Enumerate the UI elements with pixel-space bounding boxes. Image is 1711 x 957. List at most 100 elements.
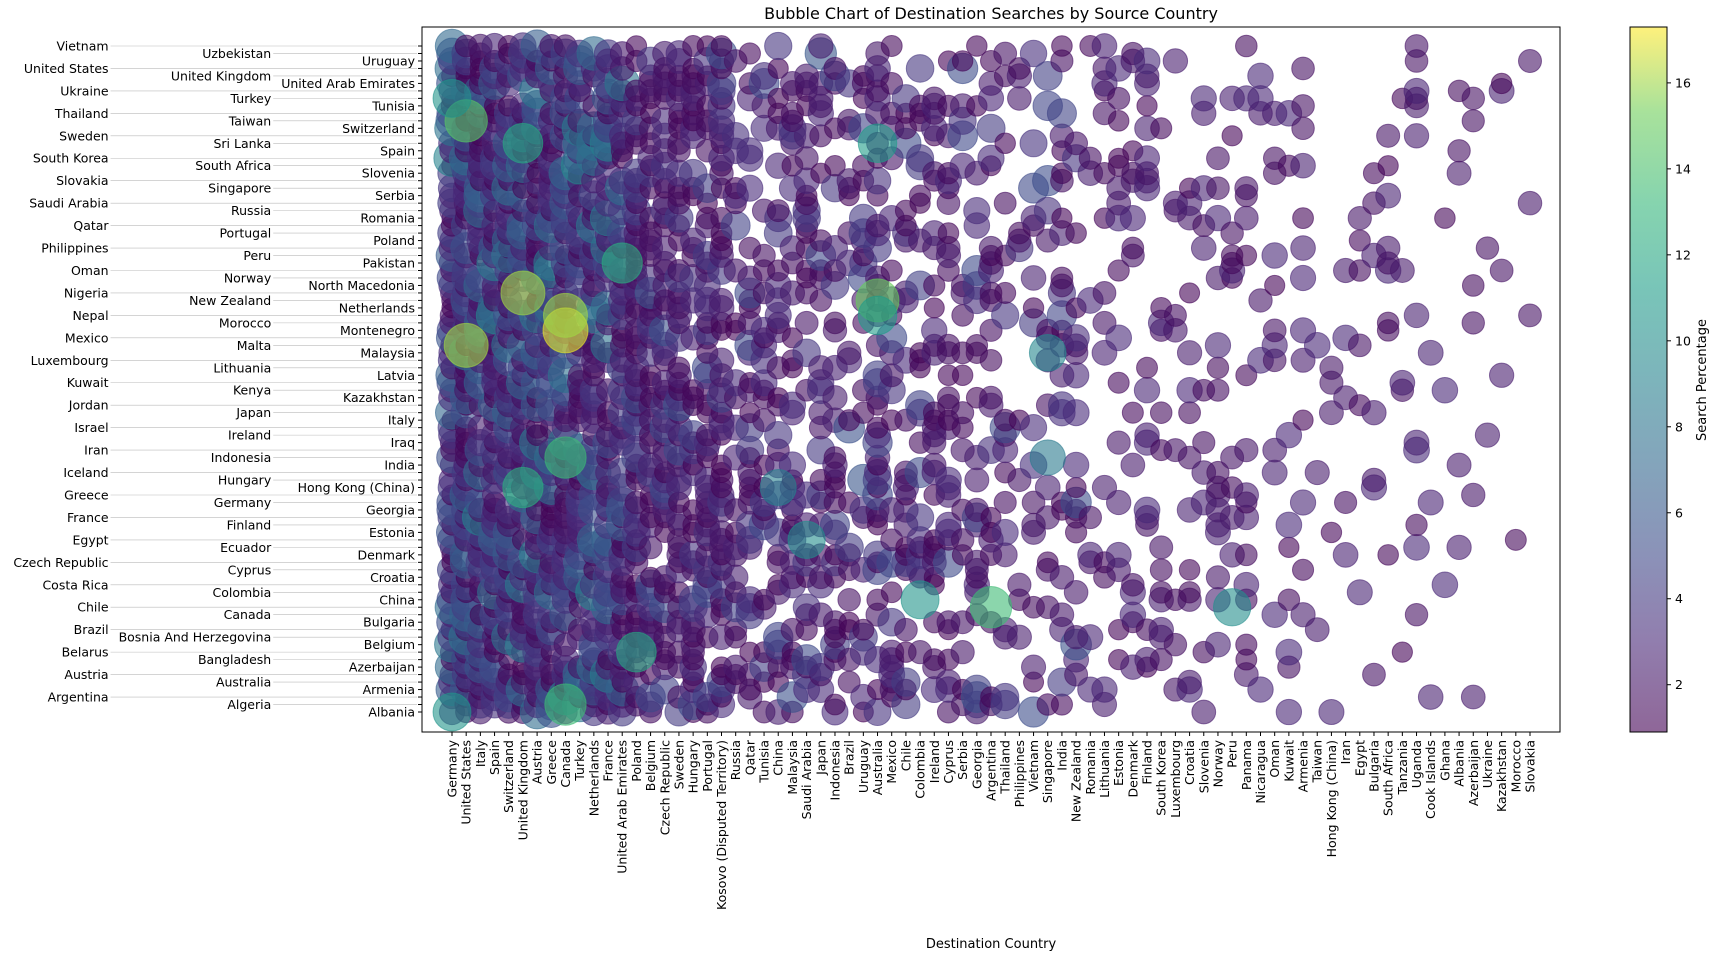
bubble: [1191, 699, 1217, 725]
bubble: [616, 631, 657, 673]
bubble: [880, 35, 903, 57]
y-tick-label: France: [67, 510, 109, 525]
bubble: [1291, 56, 1315, 81]
x-tick-label: Kosovo (Disputed Territory): [714, 740, 729, 910]
bubble: [1488, 362, 1515, 388]
bubble: [1518, 48, 1542, 73]
bubble: [764, 420, 793, 450]
bubble: [1235, 633, 1258, 656]
y-tick-label: Tunisia: [371, 98, 415, 113]
bubble: [1247, 676, 1274, 703]
bubble: [1091, 676, 1118, 703]
bubble: [1021, 654, 1047, 680]
bubble: [1206, 176, 1230, 201]
bubble: [1277, 588, 1301, 611]
bubble: [1278, 536, 1300, 559]
y-tick-label: Russia: [231, 203, 271, 218]
y-tick-label: Albania: [368, 705, 415, 720]
y-tick-label: Kuwait: [67, 375, 109, 390]
y-tick-label: Ukraine: [60, 83, 109, 98]
x-tick-label: Australia: [870, 740, 885, 795]
x-tick-label: Sweden: [671, 740, 686, 789]
bubble: [824, 693, 846, 716]
bubble: [1022, 297, 1045, 319]
bubble: [1361, 400, 1387, 426]
bubble: [880, 259, 903, 282]
x-tick-label: Estonia: [1111, 740, 1126, 786]
bubble: [1065, 222, 1087, 244]
bubble: [894, 617, 918, 642]
bubble: [980, 506, 1002, 528]
x-tick-label: Denmark: [1125, 739, 1140, 797]
y-tick-label: Japan: [235, 405, 271, 420]
colorbar-tick-label: 12: [1675, 247, 1691, 262]
bubble: [1461, 109, 1485, 133]
x-tick-label: United Kingdom: [515, 740, 530, 840]
y-tick-label: Pakistan: [363, 256, 415, 271]
x-tick-label: Singapore: [1040, 740, 1055, 803]
bubble: [1489, 258, 1514, 283]
x-tick-label: Colombia: [913, 740, 928, 799]
x-tick-label: Greece: [544, 740, 559, 785]
bubble: [1006, 624, 1032, 650]
y-tick-label: Kenya: [233, 383, 271, 398]
y-tick-label: Nigeria: [64, 285, 109, 300]
colorbar-tick-label: 14: [1675, 161, 1691, 176]
y-tick-label: Oman: [71, 263, 109, 278]
bubble: [1050, 266, 1074, 290]
bubble: [951, 50, 974, 72]
x-tick-label: Indonesia: [827, 740, 842, 800]
bubble: [1361, 467, 1387, 493]
y-tick-label: Iceland: [63, 465, 108, 480]
bubble: [738, 42, 761, 65]
x-tick-label: Tanzania: [1395, 740, 1410, 795]
bubble: [1162, 48, 1189, 74]
bubble: [1446, 534, 1472, 561]
x-axis: Germany United States Italy Spain Switzerlan…: [445, 732, 1538, 910]
colorbar: 2 4 6 8 10 12 14 16 Search Percentage: [1629, 26, 1710, 733]
bubble: [1460, 684, 1486, 710]
bubble: [1150, 117, 1173, 140]
bubble: [1106, 489, 1132, 516]
bubble: [1320, 521, 1343, 544]
y-tick-label: Austria: [64, 667, 108, 682]
y-tick-label: Croatia: [370, 570, 415, 585]
bubble: [905, 503, 935, 532]
y-tick-label: Taiwan: [228, 113, 272, 128]
x-tick-label: Netherlands: [586, 740, 601, 816]
x-tick-label: Peru: [1225, 740, 1240, 768]
y-tick-label: Montenegro: [340, 323, 415, 338]
bubble: [1049, 602, 1075, 628]
y-tick-label: United Arab Emirates: [281, 76, 415, 91]
bubble: [1190, 85, 1217, 112]
y-tick-label: Australia: [216, 675, 271, 690]
bubble: [1404, 34, 1429, 58]
bubble: [1334, 490, 1358, 515]
bubble: [837, 588, 861, 612]
bubble: [1206, 378, 1230, 402]
bubble: [1446, 452, 1472, 478]
y-tick-label: Egypt: [72, 532, 108, 547]
bubble: [736, 137, 764, 165]
bubble: [977, 144, 1005, 172]
bubble: [823, 446, 847, 469]
x-tick-label: Spain: [487, 740, 502, 775]
y-tick-label: Malta: [237, 338, 271, 353]
x-tick-label: Hong Kong (China): [1324, 740, 1339, 857]
bubble: [1275, 511, 1303, 539]
bubble: [1303, 332, 1331, 359]
bubble: [1078, 505, 1103, 530]
y-tick-label: Nepal: [72, 308, 108, 323]
x-tick-label: Russia: [728, 740, 743, 780]
bubble: [544, 683, 587, 726]
x-tick-label: Ireland: [927, 740, 942, 783]
bubble: [1431, 376, 1459, 404]
bubble: [1275, 698, 1303, 726]
y-tick-label: Canada: [224, 607, 272, 622]
x-tick-label: Taiwan: [1310, 740, 1325, 784]
bubble: [951, 401, 975, 425]
bubble: [1375, 235, 1401, 261]
x-tick-label: South Korea: [1154, 740, 1169, 816]
y-tick-label: Czech Republic: [13, 555, 108, 570]
bubble: [1347, 205, 1372, 231]
